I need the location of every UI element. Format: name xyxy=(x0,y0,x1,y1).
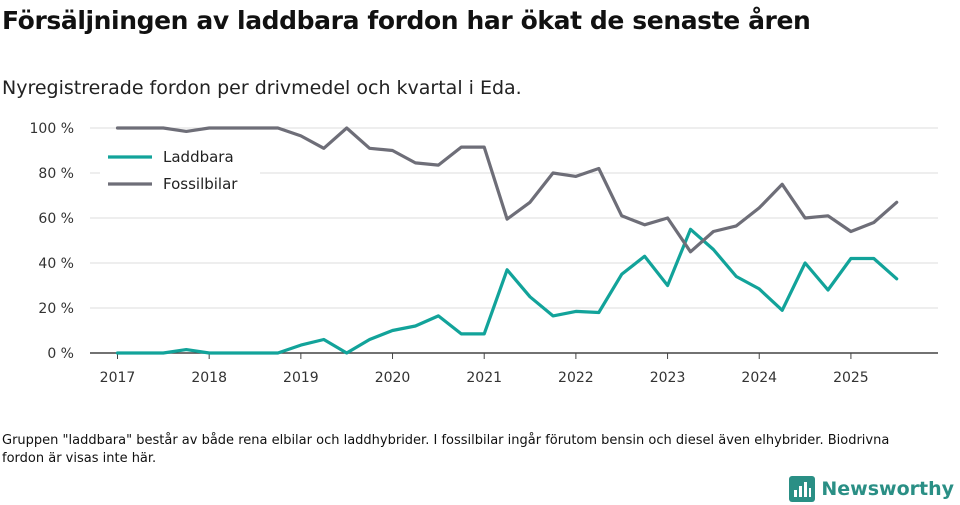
bar-chart-logo-icon xyxy=(789,476,816,502)
y-tick-label: 0 % xyxy=(47,346,74,362)
x-axis-ticks: 2017 2018 2019 2020 2021 2022 2023 2024 2025 xyxy=(100,353,869,386)
chart-subtitle: Nyregistrerade fordon per drivmedel och … xyxy=(2,77,522,99)
y-tick-label: 60 % xyxy=(38,211,74,227)
footnote: Gruppen "laddbara" består av både rena e… xyxy=(2,433,890,466)
x-tick-label: 2020 xyxy=(375,370,411,386)
x-tick-label: 2018 xyxy=(191,370,227,386)
legend-label: Fossilbilar xyxy=(163,175,238,193)
chart-title: Försäljningen av laddbara fordon har öka… xyxy=(2,6,811,35)
series-line-laddbara xyxy=(115,227,899,355)
y-tick-label: 40 % xyxy=(38,256,74,272)
y-tick-label: 80 % xyxy=(38,166,74,182)
x-tick-label: 2024 xyxy=(741,370,777,386)
legend-background xyxy=(100,141,260,199)
legend: Laddbara Fossilbilar xyxy=(100,141,260,199)
line-chart: 0 % 20 % 40 % 60 % 80 % 100 % 2017 2018 2019 202… xyxy=(30,121,938,386)
series-lines xyxy=(115,126,899,355)
y-axis-ticks: 0 % 20 % 40 % 60 % 80 % 100 % xyxy=(30,121,74,362)
x-tick-label: 2023 xyxy=(650,370,686,386)
brand-logo[interactable]: Newsworthy xyxy=(789,476,954,502)
y-tick-label: 100 % xyxy=(30,121,74,137)
x-tick-label: 2021 xyxy=(466,370,502,386)
y-tick-label: 20 % xyxy=(38,301,74,317)
x-tick-label: 2022 xyxy=(558,370,594,386)
brand-name: Newsworthy xyxy=(821,478,954,500)
legend-label: Laddbara xyxy=(163,148,234,166)
x-tick-label: 2019 xyxy=(283,370,319,386)
x-tick-label: 2017 xyxy=(100,370,136,386)
series-line-fossilbilar xyxy=(115,126,899,254)
x-tick-label: 2025 xyxy=(833,370,869,386)
